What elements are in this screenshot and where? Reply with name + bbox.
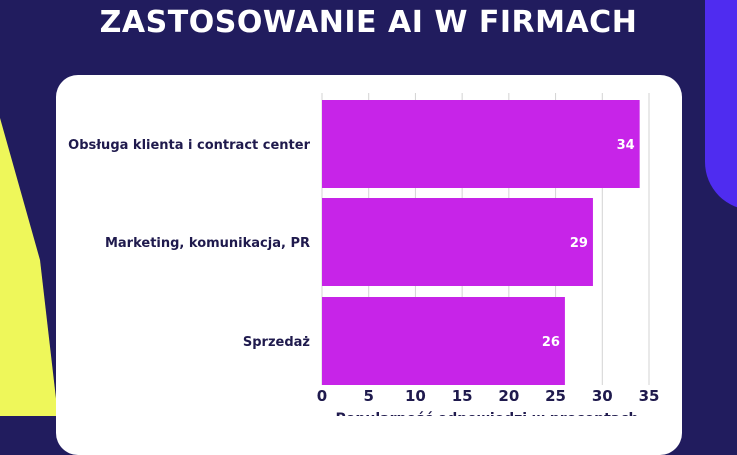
bar-value-label: 34 (617, 138, 635, 153)
x-tick-label: 25 (545, 387, 566, 405)
bar (322, 100, 640, 188)
x-tick-label: 30 (592, 387, 613, 405)
bar-chart: 0 5 10 15 20 25 30 35 34 Obsługa klienta i contra… (68, 93, 660, 416)
page-title: ZASTOSOWANIE AI W FIRMACH (99, 5, 638, 40)
category-label: Marketing, komunikacja, PR (105, 236, 310, 251)
yellow-decoration (0, 118, 58, 416)
bar (322, 198, 593, 286)
x-tick-label: 20 (498, 387, 519, 405)
x-tick-label: 10 (405, 387, 426, 405)
bar-value-label: 29 (570, 236, 588, 251)
x-tick-label: 35 (639, 387, 660, 405)
category-label: Obsługa klienta i contract center (68, 138, 310, 153)
category-label: Sprzedaż (243, 335, 310, 350)
x-tick-label: 5 (363, 387, 373, 405)
x-axis-label: Popularność odpowiedzi w procentach (336, 411, 639, 416)
blue-decoration (705, 0, 737, 210)
x-tick-label: 15 (452, 387, 473, 405)
bar-value-label: 26 (542, 335, 560, 350)
x-tick-label: 0 (317, 387, 327, 405)
bar (322, 297, 565, 385)
